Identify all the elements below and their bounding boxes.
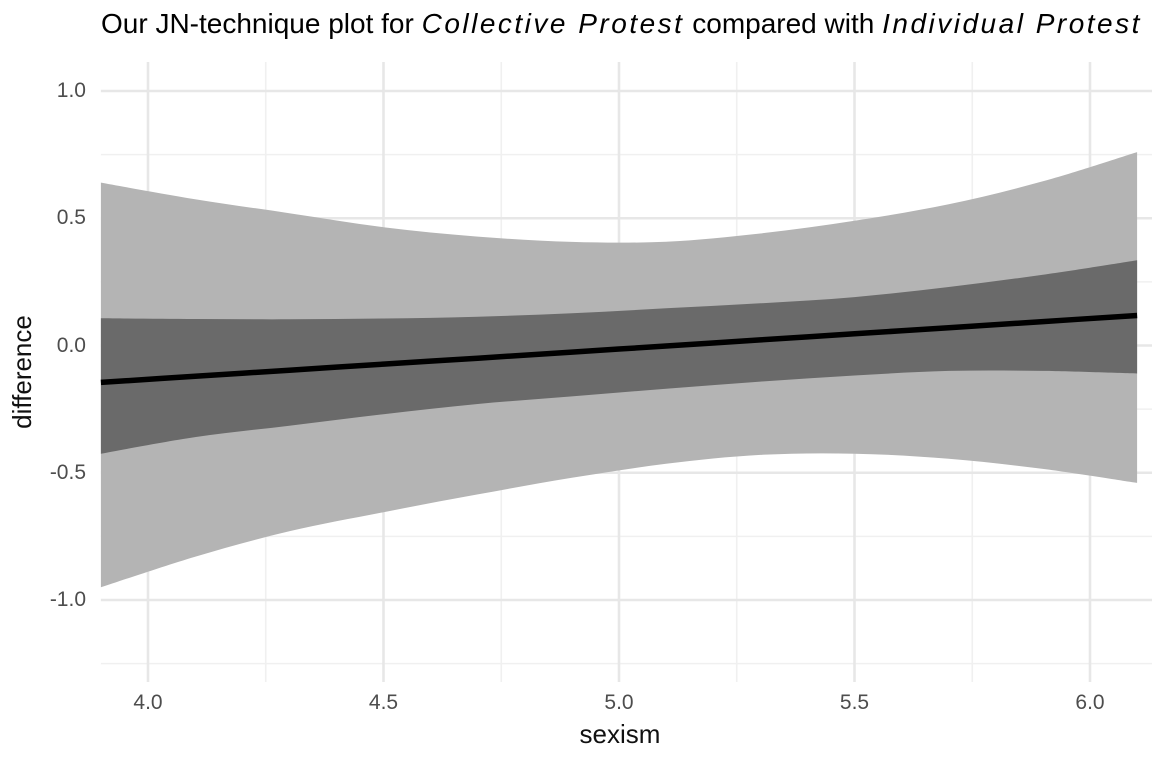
y-tick-label: -1.0 (49, 588, 86, 611)
chart-title-segment-italic: Collective Protest (421, 8, 685, 39)
y-axis-title: difference (7, 315, 37, 429)
y-tick-label: -0.5 (49, 460, 86, 484)
chart-title: Our JN-technique plot for Collective Pro… (101, 7, 1142, 41)
x-tick-label: 5.0 (604, 691, 634, 714)
chart-title-segment-italic: Individual Protest (882, 8, 1142, 39)
chart-title-segment: compared with (684, 8, 883, 39)
x-tick-label: 4.0 (133, 691, 163, 714)
x-tick-label: 6.0 (1075, 691, 1105, 714)
x-axis-title: sexism (579, 719, 661, 749)
x-tick-label: 5.5 (839, 691, 870, 714)
x-tick-label: 4.5 (368, 691, 399, 714)
y-tick-label: 0.5 (56, 206, 86, 230)
difference-line (100, 312, 1138, 386)
y-tick-label: 1.0 (56, 79, 86, 102)
y-tick-label: 0.0 (56, 333, 86, 357)
chart-title-segment: Our JN-technique plot for (101, 8, 422, 39)
inner-confidence-band (100, 260, 1138, 454)
